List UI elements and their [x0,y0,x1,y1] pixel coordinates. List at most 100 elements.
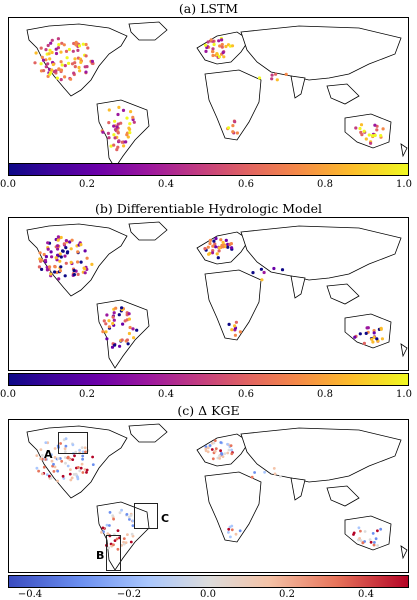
namerica-landmass [26,223,128,297]
station-dot [83,271,87,275]
station-dot [113,539,117,542]
panel-a-tick: 0.6 [238,179,254,190]
station-dot [358,332,362,336]
station-dot [121,108,126,112]
nz-landmass [400,343,408,358]
station-dot [40,55,44,60]
station-dot [53,270,57,274]
station-dot [273,472,277,476]
station-dot [48,474,51,478]
station-dot [108,511,112,514]
station-dot [358,126,362,131]
station-dot [220,243,224,248]
station-dot [44,255,49,259]
station-dot [204,449,208,453]
station-dot [120,306,124,310]
station-dot [369,540,373,544]
station-dot [50,255,54,259]
station-dot [48,48,52,52]
station-dot [54,69,58,73]
station-dot [204,445,208,449]
station-dot [79,466,83,470]
station-dot [217,249,221,253]
station-dot [372,331,376,335]
station-dot [111,514,115,517]
station-dot [226,451,230,455]
station-dot [113,343,117,347]
station-dot [251,271,255,275]
station-dot [118,344,122,348]
station-dot [63,450,67,453]
station-dot [127,312,131,316]
region-c-label: C [161,512,170,525]
station-dot [76,272,80,276]
station-dot [370,337,374,341]
station-dot [60,41,64,45]
africa-landmass [204,269,262,341]
station-dot [64,444,68,448]
station-dot [213,449,217,453]
station-dot [126,135,130,139]
samerica-landmass [96,501,150,571]
station-dot [215,52,219,56]
station-dot [50,453,53,457]
station-dot [107,121,111,125]
station-dot [50,459,54,463]
station-dot [371,340,375,344]
station-dot [63,254,67,258]
station-dot [231,124,235,128]
station-dot [122,144,126,148]
station-dot [270,77,274,81]
station-dot [203,247,207,251]
station-dot [85,256,89,260]
station-dot [371,532,375,535]
station-dot [121,322,125,326]
station-dot [135,328,139,332]
station-dot [50,68,54,72]
station-dot [63,447,67,451]
world-map-a [26,21,408,169]
panel-b-tick: 0.0 [0,389,16,400]
station-dot [128,131,132,135]
station-dot [257,76,262,80]
station-dot [34,51,38,55]
station-dot [76,250,80,254]
panel-a-tick: 0.2 [79,179,95,190]
region-a-label: A [44,448,53,461]
station-dot [128,127,132,131]
world-map-b [26,221,408,369]
station-dot [49,250,53,254]
station-dot [83,65,87,69]
panel-c-colorbar [8,575,409,588]
station-dot [116,547,120,551]
station-dot [358,537,361,540]
station-dot [218,454,221,458]
station-dot [44,65,48,69]
station-dot [49,41,53,45]
station-dot [272,266,276,271]
station-dot [46,62,50,66]
station-dot [78,69,82,73]
station-dot [86,46,90,50]
station-dot [59,78,63,82]
station-dot [272,467,276,470]
asia-landmass [240,225,402,281]
station-dot [52,470,56,473]
station-dot [116,145,120,149]
station-dot [71,458,75,461]
station-dot [63,75,67,79]
station-dot [72,473,76,476]
station-dot [226,245,230,249]
station-dot [71,443,75,447]
station-dot [372,329,376,333]
station-dot [123,319,127,323]
station-dot [69,77,73,81]
station-dot [76,476,80,479]
station-dot [132,120,136,124]
station-dot [56,238,60,242]
station-dot [61,249,65,253]
panel-a-tick: 0.0 [0,179,16,190]
panel-c-tick: −0.2 [116,589,142,600]
station-dot [235,131,239,135]
station-dot [215,252,219,256]
